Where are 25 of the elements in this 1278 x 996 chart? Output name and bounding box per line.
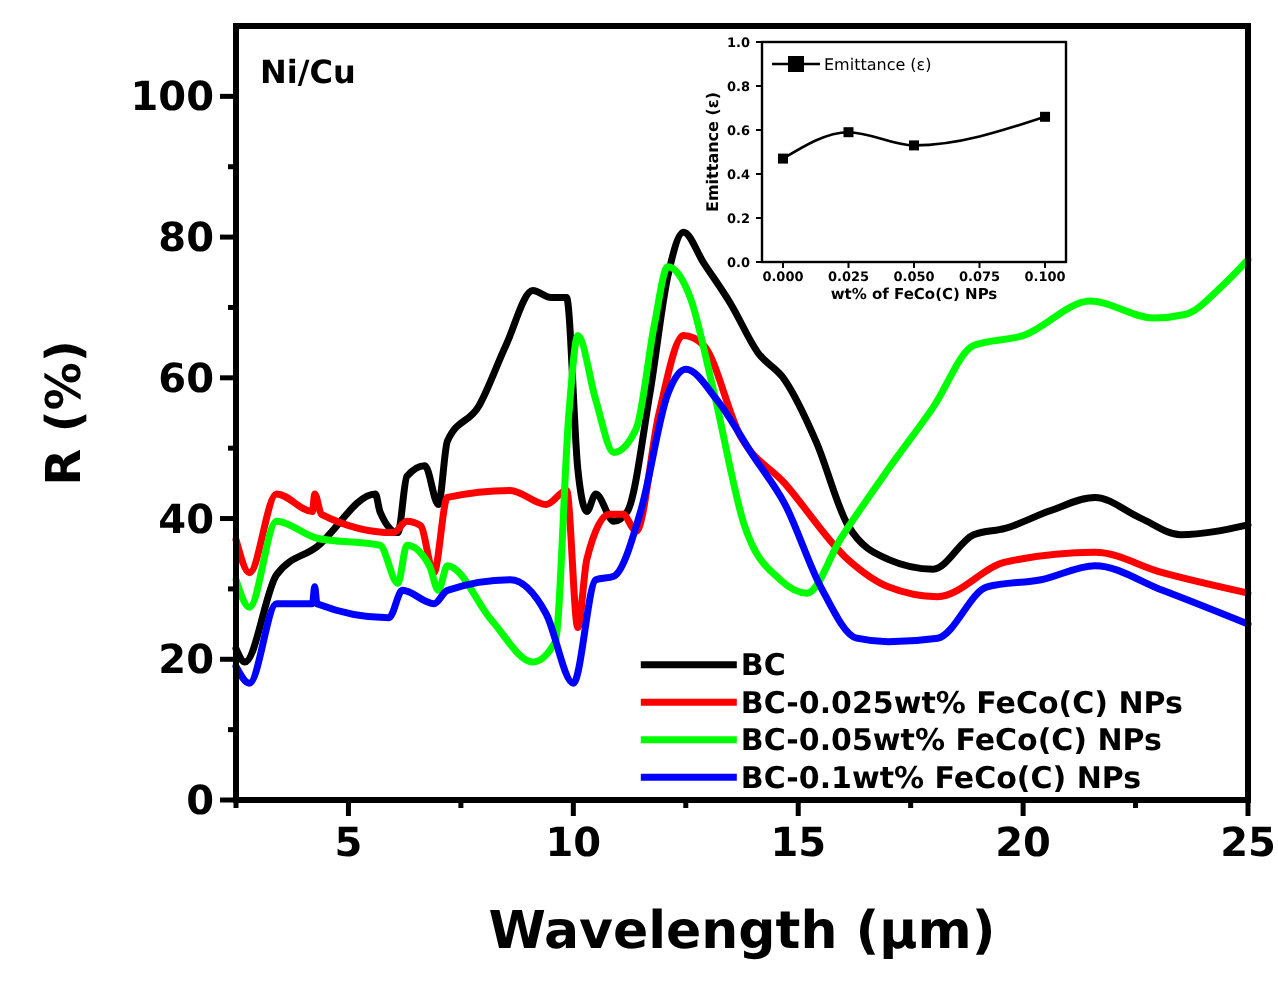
y-tick-label: 0 bbox=[186, 776, 214, 824]
legend-label: Emittance (ε) bbox=[824, 55, 932, 74]
x-tick-label: 25 bbox=[1220, 818, 1276, 866]
x-tick-label: 5 bbox=[334, 818, 363, 866]
y-axis-title: R (%) bbox=[36, 340, 92, 486]
line-series bbox=[232, 365, 1252, 687]
annotation: Ni/Cu bbox=[260, 52, 356, 91]
point bbox=[777, 153, 788, 164]
legend-label: BC bbox=[740, 647, 786, 684]
x-axis-title: Wavelength (μm) bbox=[488, 902, 996, 962]
y-tick-label: 80 bbox=[158, 213, 214, 262]
y-tick-label: 40 bbox=[158, 494, 214, 543]
y-tick-label: 100 bbox=[130, 72, 214, 121]
point bbox=[1040, 111, 1051, 122]
point bbox=[843, 127, 854, 138]
x-tick-label: 10 bbox=[545, 818, 602, 866]
y-tick-label: 60 bbox=[158, 353, 214, 402]
x-tick-label: 15 bbox=[770, 818, 827, 866]
legend-label: BC-0.05wt% FeCo(C) NPs bbox=[740, 722, 1163, 759]
legend-label: BC-0.025wt% FeCo(C) NPs bbox=[740, 684, 1183, 721]
x-tick-label: 20 bbox=[995, 818, 1051, 866]
point bbox=[909, 140, 919, 151]
y-axis-title: Emittance (ε) bbox=[704, 91, 722, 213]
legend-label: BC-0.1wt% FeCo(C) NPs bbox=[740, 759, 1142, 796]
y-tick-label: 20 bbox=[158, 635, 214, 684]
